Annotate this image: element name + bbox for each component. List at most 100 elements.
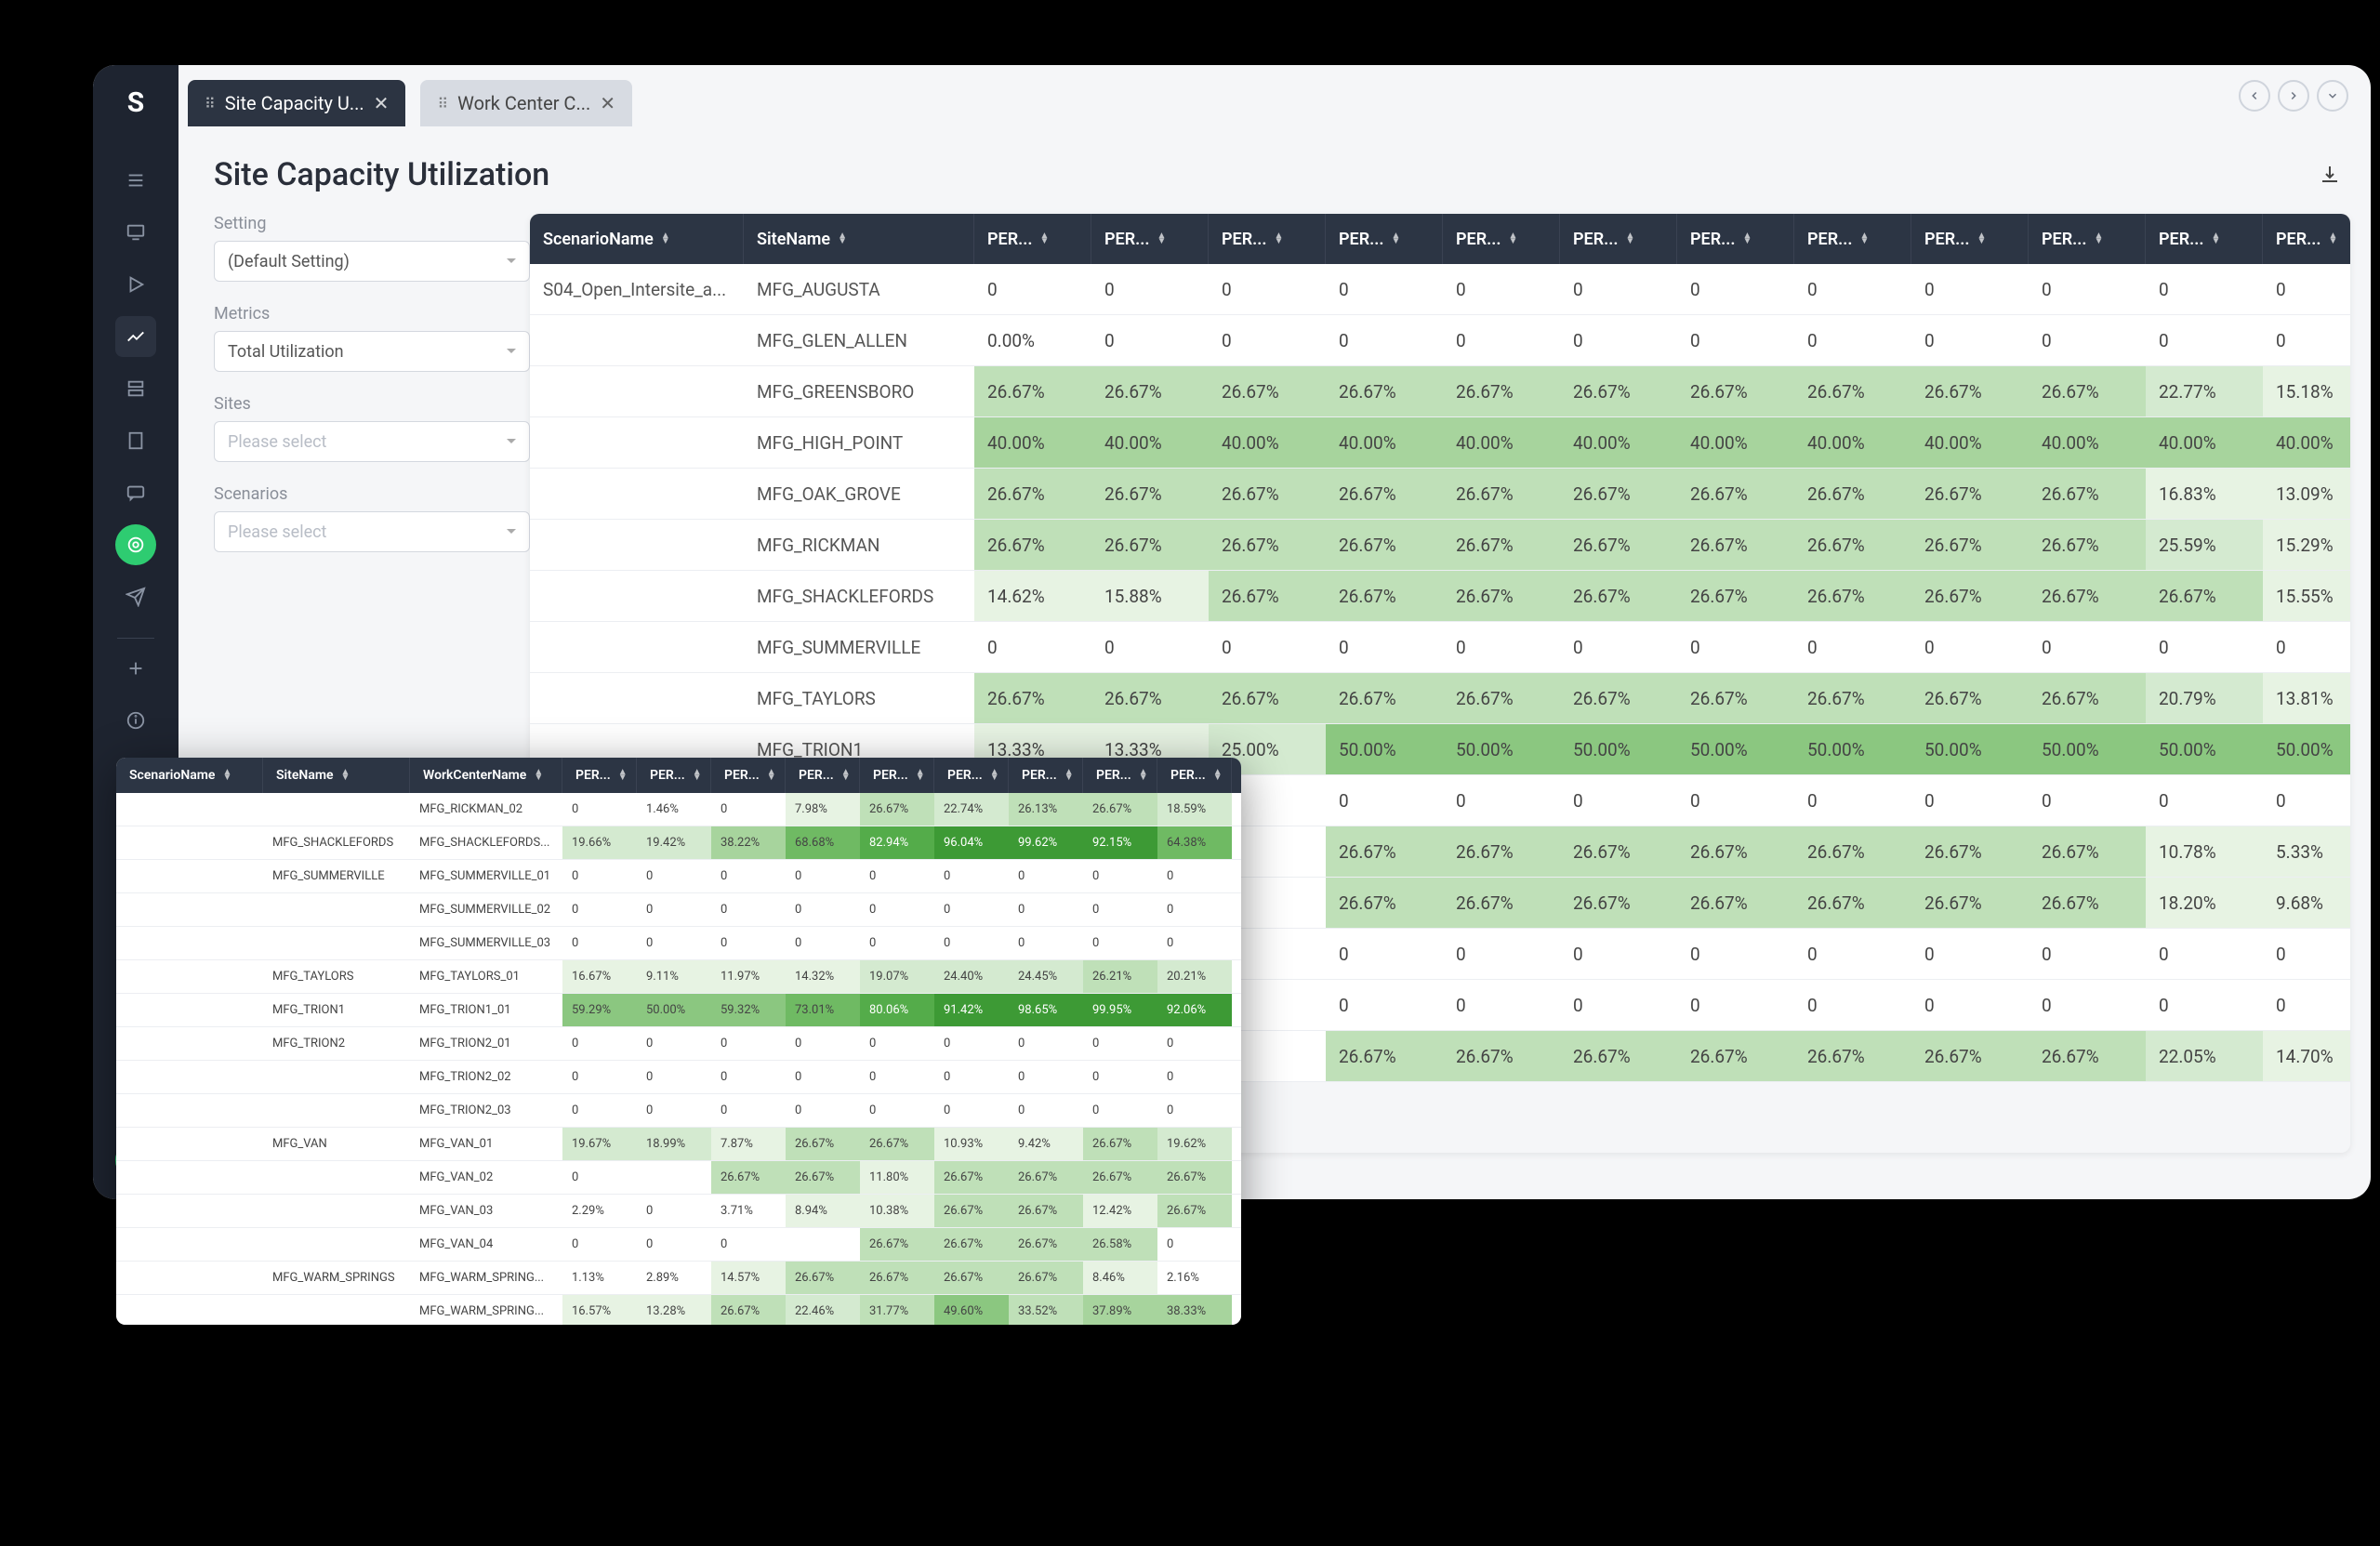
table-row[interactable]: MFG_VANMFG_VAN_0119.67%18.99%7.87%26.67%… [116,1128,1241,1161]
col-period[interactable]: PER...▲▼ [562,758,637,793]
nav-dropdown-button[interactable] [2317,80,2348,112]
filter-select-setting[interactable]: (Default Setting) [214,241,530,282]
filter-select-scenarios[interactable]: Please select [214,511,530,552]
table-row[interactable]: MFG_SUMMERVILLE_03000000000 [116,927,1241,960]
cell-site: MFG_TRION2 [263,1027,410,1060]
table-row[interactable]: MFG_GLEN_ALLEN0.00%000000000000 [530,315,2350,366]
nav-chart-icon[interactable] [115,316,156,357]
table-row[interactable]: MFG_WARM_SPRINGSMFG_WARM_SPRING...1.13%2… [116,1262,1241,1295]
col-period[interactable]: PER...▲▼ [1083,758,1157,793]
col-scenario[interactable]: ScenarioName▲▼ [116,758,263,793]
col-period[interactable]: PER...▲▼ [974,214,1091,264]
table-row[interactable]: MFG_VAN_032.29%03.71%8.94%10.38%26.67%26… [116,1195,1241,1228]
cell-value: 0 [711,1094,786,1127]
table-row[interactable]: MFG_VAN_02026.67%26.67%11.80%26.67%26.67… [116,1161,1241,1195]
table-row[interactable]: MFG_WARM_SPRING...16.57%13.28%26.67%22.4… [116,1295,1241,1325]
cell-value: 0 [1677,980,1794,1030]
cell-value: 9.11% [637,960,711,993]
nav-layers-icon[interactable] [115,368,156,409]
table-row[interactable]: MFG_TRION2_02000000000 [116,1061,1241,1094]
tab-label: Site Capacity U... [225,92,364,114]
table-row[interactable]: MFG_HIGH_POINT40.00%40.00%40.00%40.00%40… [530,417,2350,469]
col-period[interactable]: PER...▲▼ [2029,214,2146,264]
nav-list-icon[interactable] [115,160,156,201]
col-period[interactable]: PER...▲▼ [1009,758,1083,793]
cell-value: 24.45% [1009,960,1083,993]
cell-workcenter: MFG_RICKMAN_02 [410,793,562,826]
table-row[interactable]: MFG_VAN_0400026.67%26.67%26.67%26.58%0 [116,1228,1241,1262]
table-row[interactable]: MFG_TRION2MFG_TRION2_01000000000 [116,1027,1241,1061]
table-row[interactable]: MFG_TRION1MFG_TRION1_0159.29%50.00%59.32… [116,994,1241,1027]
col-period[interactable]: PER...▲▼ [1443,214,1560,264]
col-period[interactable]: PER...▲▼ [1560,214,1677,264]
cell-workcenter: MFG_WARM_SPRING... [410,1295,562,1325]
cell-value: 0 [637,1228,711,1261]
table-row[interactable]: MFG_SUMMERVILLE0000000000000 [530,622,2350,673]
cell-value: 0 [1083,927,1157,959]
nav-info-icon[interactable] [115,700,156,741]
table-row[interactable]: S04_Open_Intersite_a...MFG_AUGUSTA000000… [530,264,2350,315]
cell-value: 0 [1209,315,1326,365]
col-period[interactable]: PER...▲▼ [1091,214,1209,264]
col-period[interactable]: PER...▲▼ [1326,214,1443,264]
filter-select-sites[interactable]: Please select [214,421,530,462]
cell-value: 26.67% [1560,673,1677,723]
table-body: MFG_RICKMAN_0201.46%07.98%26.67%22.74%26… [116,793,1241,1325]
table-row[interactable]: MFG_TAYLORSMFG_TAYLORS_0116.67%9.11%11.9… [116,960,1241,994]
table-row[interactable]: MFG_RICKMAN_0201.46%07.98%26.67%22.74%26… [116,793,1241,826]
col-site[interactable]: SiteName▲▼ [744,214,974,264]
col-period[interactable]: PER...▲▼ [2263,214,2350,264]
col-period[interactable]: PER...▲▼ [1157,758,1232,793]
tab-site-capacity[interactable]: ⠿ Site Capacity U... ✕ [188,80,405,126]
col-period[interactable]: PER...▲▼ [934,758,1009,793]
filter-select-metrics[interactable]: Total Utilization [214,331,530,372]
col-period[interactable]: PER...▲▼ [1794,214,1911,264]
col-period[interactable]: PER...▲▼ [786,758,860,793]
nav-plus-icon[interactable] [115,648,156,689]
nav-message-icon[interactable] [115,472,156,513]
col-period[interactable]: PER...▲▼ [1677,214,1794,264]
table-row[interactable]: MFG_SUMMERVILLEMFG_SUMMERVILLE_010000000… [116,860,1241,893]
cell-value: 0 [1009,1027,1083,1060]
col-period[interactable]: PER...▲▼ [2146,214,2263,264]
table-row[interactable]: MFG_OAK_GROVE26.67%26.67%26.67%26.67%26.… [530,469,2350,520]
table-row[interactable]: MFG_SUMMERVILLE_02000000000 [116,893,1241,927]
cell-value: 91.42% [934,994,1009,1026]
col-workcenter[interactable]: WorkCenterName▲▼ [410,758,562,793]
table-header-row: ScenarioName▲▼SiteName▲▼WorkCenterName▲▼… [116,758,1241,793]
nav-target-icon[interactable] [115,524,156,565]
cell-value: 7.98% [786,793,860,826]
close-icon[interactable]: ✕ [600,92,615,114]
close-icon[interactable]: ✕ [374,92,390,114]
col-period[interactable]: PER...▲▼ [637,758,711,793]
tab-work-center[interactable]: ⠿ Work Center C... ✕ [420,80,632,126]
col-site[interactable]: SiteName▲▼ [263,758,410,793]
table-row[interactable]: MFG_TRION2_03000000000 [116,1094,1241,1128]
col-scenario[interactable]: ScenarioName▲▼ [530,214,744,264]
export-button[interactable] [2319,164,2341,190]
nav-play-icon[interactable] [115,264,156,305]
nav-building-icon[interactable] [115,420,156,461]
table-row[interactable]: MFG_GREENSBORO26.67%26.67%26.67%26.67%26… [530,366,2350,417]
table-row[interactable]: MFG_RICKMAN26.67%26.67%26.67%26.67%26.67… [530,520,2350,571]
nav-send-icon[interactable] [115,576,156,617]
cell-value: 26.67% [1083,1128,1157,1160]
cell-value: 0 [860,893,934,926]
nav-back-button[interactable] [2239,80,2270,112]
cell-value: 0 [1677,264,1794,314]
filter-label-sites: Sites [214,394,530,414]
table-row[interactable]: MFG_SHACKLEFORDS14.62%15.88%26.67%26.67%… [530,571,2350,622]
col-period[interactable]: PER...▲▼ [711,758,786,793]
col-period[interactable]: PER...▲▼ [1209,214,1326,264]
nav-forward-button[interactable] [2278,80,2309,112]
table-row[interactable]: MFG_TAYLORS26.67%26.67%26.67%26.67%26.67… [530,673,2350,724]
col-period[interactable]: PER...▲▼ [860,758,934,793]
nav-monitor-icon[interactable] [115,212,156,253]
cell-value: 40.00% [1677,417,1794,468]
col-period[interactable]: PER...▲▼ [1911,214,2029,264]
cell-value: 0 [974,622,1091,672]
cell-value: 12.42% [1083,1195,1157,1227]
cell-value: 26.67% [1209,673,1326,723]
table-row[interactable]: MFG_SHACKLEFORDSMFG_SHACKLEFORDS...19.66… [116,826,1241,860]
cell-value: 26.67% [1443,673,1560,723]
